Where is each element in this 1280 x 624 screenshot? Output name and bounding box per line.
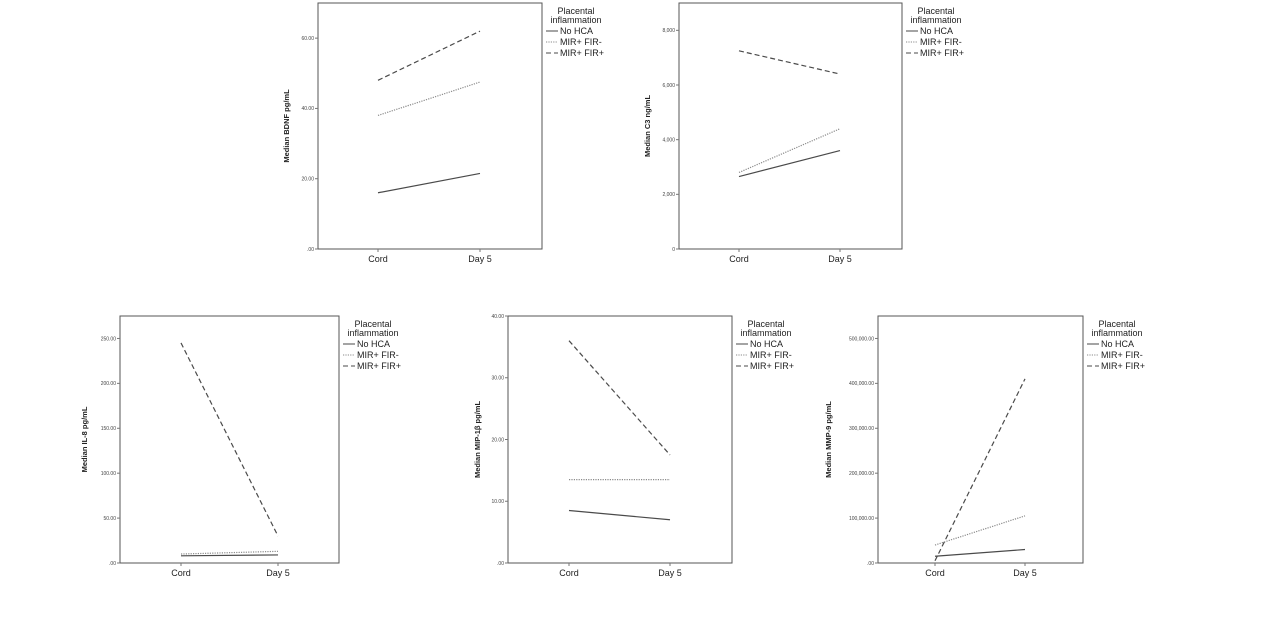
legend-item-label: MIR+ FIR+ bbox=[560, 48, 604, 58]
y-tick-label: .00 bbox=[867, 561, 874, 567]
plot-frame bbox=[317, 2, 543, 250]
legend-title: Placental bbox=[747, 319, 784, 329]
legend-item-label: MIR+ FIR+ bbox=[1101, 361, 1145, 371]
y-axis-label: Median MIP-1β pg/mL bbox=[473, 401, 482, 478]
y-tick-label: .00 bbox=[497, 561, 504, 567]
x-category-label: Day 5 bbox=[468, 254, 492, 264]
series-line-mir-fir- bbox=[180, 342, 279, 537]
legend-item-label: MIR+ FIR+ bbox=[920, 48, 964, 58]
legend-title: inflammation bbox=[740, 328, 791, 338]
legend-title: Placental bbox=[1098, 319, 1135, 329]
legend-item-label: MIR+ FIR- bbox=[560, 37, 602, 47]
legend-title: Placental bbox=[917, 6, 954, 16]
y-tick-label: 6,000 bbox=[662, 83, 675, 89]
series-line-mir-fir- bbox=[738, 50, 841, 75]
legend-title: inflammation bbox=[1091, 328, 1142, 338]
y-tick-label: 20.00 bbox=[301, 177, 314, 183]
plot-frame bbox=[507, 315, 733, 564]
series-line-no-hca bbox=[738, 150, 841, 178]
chart-panel-2: 0 2,000 4,000 6,000 8,000 Cord Day 5 Median C3 … bbox=[643, 2, 964, 264]
y-tick-label: 40.00 bbox=[491, 314, 504, 320]
chart-panel-1: .00 20.00 40.00 60.00 Cord Day 5 Median BDNF p… bbox=[282, 2, 604, 264]
legend-item-label: MIR+ FIR- bbox=[357, 350, 399, 360]
legend-title: Placental bbox=[557, 6, 594, 16]
series-line-mir-fir- bbox=[934, 378, 1026, 562]
y-tick-label: 100,000.00 bbox=[849, 516, 874, 522]
x-category-label: Day 5 bbox=[658, 568, 682, 578]
series-line-no-hca bbox=[934, 548, 1026, 557]
series-line-mir-fir- bbox=[568, 340, 671, 456]
y-axis-label: Median IL-8 pg/mL bbox=[80, 406, 89, 472]
x-category-label: Cord bbox=[368, 254, 388, 264]
y-tick-label: 50.00 bbox=[103, 516, 116, 522]
x-category-label: Cord bbox=[559, 568, 579, 578]
y-tick-label: 2,000 bbox=[662, 192, 675, 198]
x-category-label: Day 5 bbox=[266, 568, 290, 578]
y-tick-label: 400,000.00 bbox=[849, 381, 874, 387]
chart-panel-5: .00 100,000.00 200,000.00 300,000.00 400,000… bbox=[824, 315, 1145, 578]
y-tick-label: 4,000 bbox=[662, 137, 675, 143]
legend-item-label: No HCA bbox=[1101, 339, 1134, 349]
legend-title: inflammation bbox=[910, 15, 961, 25]
x-category-label: Cord bbox=[729, 254, 749, 264]
legend-item-label: No HCA bbox=[750, 339, 783, 349]
y-tick-label: 60.00 bbox=[301, 36, 314, 42]
y-tick-label: 150.00 bbox=[101, 426, 117, 432]
y-tick-label: 200,000.00 bbox=[849, 471, 874, 477]
y-tick-label: 40.00 bbox=[301, 106, 314, 112]
series-line-mir-fir- bbox=[377, 81, 481, 117]
legend-item-label: MIR+ FIR- bbox=[1101, 350, 1143, 360]
y-tick-label: .00 bbox=[307, 247, 314, 253]
y-tick-label: .00 bbox=[109, 561, 116, 567]
y-tick-label: 100.00 bbox=[101, 471, 117, 477]
series-line-no-hca bbox=[377, 172, 481, 194]
y-tick-label: 20.00 bbox=[491, 437, 504, 443]
y-tick-label: 200.00 bbox=[101, 381, 117, 387]
series-line-no-hca bbox=[568, 509, 671, 521]
legend-title: inflammation bbox=[347, 328, 398, 338]
series-line-mir-fir- bbox=[738, 128, 841, 174]
plot-frame bbox=[877, 315, 1084, 564]
series-line-no-hca bbox=[180, 554, 279, 557]
x-category-label: Day 5 bbox=[1013, 568, 1037, 578]
y-tick-label: 30.00 bbox=[491, 376, 504, 382]
y-axis-label: Median MMP-9 pg/mL bbox=[824, 401, 833, 478]
y-tick-label: 10.00 bbox=[491, 499, 504, 505]
legend-item-label: No HCA bbox=[920, 26, 953, 36]
y-tick-label: 8,000 bbox=[662, 28, 675, 34]
y-axis-label: Median BDNF pg/mL bbox=[282, 89, 291, 163]
legend-item-label: MIR+ FIR- bbox=[920, 37, 962, 47]
x-category-label: Day 5 bbox=[828, 254, 852, 264]
y-tick-label: 500,000.00 bbox=[849, 336, 874, 342]
series-line-mir-fir- bbox=[377, 30, 481, 81]
chart-panel-3: .00 50.00 100.00 150.00 200.00 250.00 Cord Day … bbox=[80, 315, 401, 578]
legend-title: inflammation bbox=[550, 15, 601, 25]
chart-panel-4: .00 10.00 20.00 30.00 40.00 Cord Day 5 Median M… bbox=[473, 314, 794, 578]
plot-frame bbox=[678, 2, 903, 250]
y-axis-label: Median C3 ng/mL bbox=[643, 95, 652, 158]
legend-item-label: No HCA bbox=[357, 339, 390, 349]
legend-item-label: No HCA bbox=[560, 26, 593, 36]
x-category-label: Cord bbox=[925, 568, 945, 578]
y-tick-label: 0 bbox=[672, 247, 675, 253]
y-tick-label: 250.00 bbox=[101, 336, 117, 342]
y-tick-label: 300,000.00 bbox=[849, 426, 874, 432]
legend-item-label: MIR+ FIR+ bbox=[750, 361, 794, 371]
legend-item-label: MIR+ FIR+ bbox=[357, 361, 401, 371]
legend-title: Placental bbox=[354, 319, 391, 329]
legend-item-label: MIR+ FIR- bbox=[750, 350, 792, 360]
x-category-label: Cord bbox=[171, 568, 191, 578]
series-line-mir-fir- bbox=[180, 550, 279, 555]
